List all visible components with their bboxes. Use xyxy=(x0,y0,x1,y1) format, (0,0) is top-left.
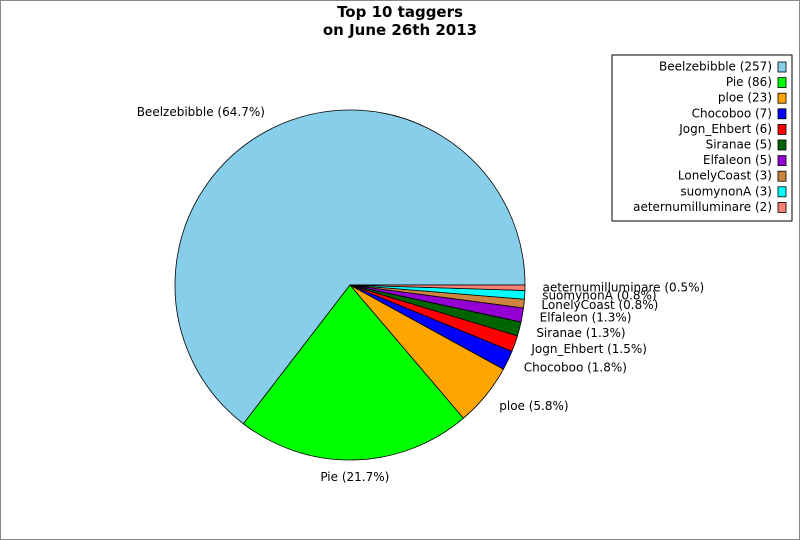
legend-swatch xyxy=(777,201,787,213)
legend-label: Chocoboo (7) xyxy=(692,106,772,120)
slice-label: aeternumilluminare (0.5%) xyxy=(542,281,704,295)
slice-label: ploe (5.8%) xyxy=(499,399,568,413)
legend-swatch xyxy=(777,139,787,151)
legend-swatch xyxy=(777,155,787,167)
slice-label: Beelzebibble (64.7%) xyxy=(137,105,265,119)
legend-box xyxy=(611,54,793,222)
slice-label: LonelyCoast (0.8%) xyxy=(541,298,658,312)
slice-label: Chocoboo (1.8%) xyxy=(524,360,627,374)
legend-label: aeternumilluminare (2) xyxy=(633,200,772,214)
legend-label: ploe (23) xyxy=(718,91,772,105)
legend-swatch xyxy=(777,77,787,88)
pie-slice xyxy=(349,284,526,291)
legend-label: Pie (86) xyxy=(726,75,772,89)
chart-title: Top 10 taggers on June 26th 2013 xyxy=(322,3,478,39)
legend-label: Siranae (5) xyxy=(706,138,772,152)
legend-swatch xyxy=(777,61,787,73)
slice-label: Jogn_Ehbert (1.5%) xyxy=(530,342,647,356)
legend-swatch xyxy=(777,92,787,104)
legend-label: LonelyCoast (3) xyxy=(678,169,772,183)
legend-label: Elfaleon (5) xyxy=(703,153,772,167)
pie-slice xyxy=(174,109,526,425)
legend-swatch xyxy=(777,124,787,135)
pie-slice xyxy=(242,284,465,461)
legend-swatch xyxy=(777,186,787,198)
legend-swatch xyxy=(777,170,787,182)
legend-label: suomynonA (3) xyxy=(680,184,772,198)
legend-swatch xyxy=(777,108,787,120)
legend-label: Jogn_Ehbert (6) xyxy=(678,122,772,136)
slice-label: Pie (21.7%) xyxy=(320,470,389,484)
slice-label: suomynonA (0.8%) xyxy=(542,288,656,302)
slice-label: Siranae (1.3%) xyxy=(536,326,625,340)
slice-label: Elfaleon (1.3%) xyxy=(540,311,632,325)
legend-label: Beelzebibble (257) xyxy=(659,60,772,74)
